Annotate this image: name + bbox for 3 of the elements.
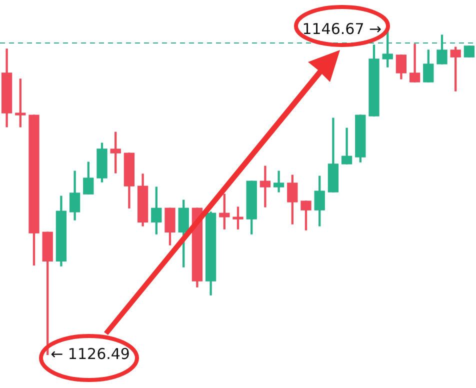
candlestick — [260, 166, 271, 208]
annotation: 1146.67 → — [302, 20, 382, 38]
annotation: ← 1126.49 — [50, 344, 130, 363]
